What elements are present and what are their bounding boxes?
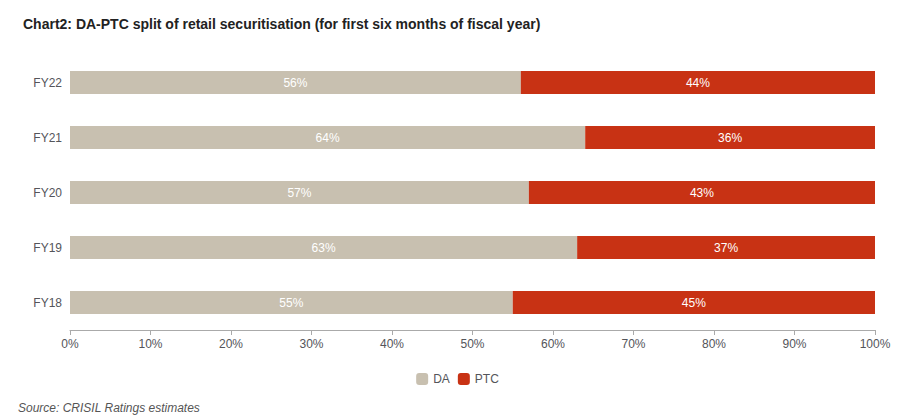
- svg-text:20%: 20%: [219, 337, 243, 351]
- svg-text:55%: 55%: [279, 296, 303, 310]
- svg-text:FY19: FY19: [33, 241, 62, 255]
- svg-text:50%: 50%: [460, 337, 484, 351]
- svg-text:40%: 40%: [380, 337, 404, 351]
- svg-text:80%: 80%: [702, 337, 726, 351]
- svg-text:60%: 60%: [541, 337, 565, 351]
- svg-text:90%: 90%: [782, 337, 806, 351]
- svg-text:0%: 0%: [61, 337, 79, 351]
- svg-text:Source: CRISIL Ratings estimat: Source: CRISIL Ratings estimates: [18, 401, 200, 415]
- svg-text:PTC: PTC: [475, 372, 499, 386]
- svg-text:43%: 43%: [690, 186, 714, 200]
- svg-text:30%: 30%: [299, 337, 323, 351]
- svg-text:57%: 57%: [287, 186, 311, 200]
- svg-text:DA: DA: [433, 372, 450, 386]
- svg-text:FY22: FY22: [33, 76, 62, 90]
- svg-text:63%: 63%: [312, 241, 336, 255]
- svg-text:70%: 70%: [621, 337, 645, 351]
- svg-text:FY20: FY20: [33, 186, 62, 200]
- svg-text:37%: 37%: [714, 241, 738, 255]
- svg-text:64%: 64%: [316, 131, 340, 145]
- svg-text:Chart2: DA-PTC split of retail: Chart2: DA-PTC split of retail securitis…: [23, 16, 540, 32]
- svg-text:10%: 10%: [138, 337, 162, 351]
- svg-text:FY21: FY21: [33, 131, 62, 145]
- svg-text:36%: 36%: [718, 131, 742, 145]
- svg-text:56%: 56%: [283, 76, 307, 90]
- svg-text:45%: 45%: [682, 296, 706, 310]
- svg-text:100%: 100%: [860, 337, 891, 351]
- svg-text:FY18: FY18: [33, 296, 62, 310]
- svg-text:44%: 44%: [686, 76, 710, 90]
